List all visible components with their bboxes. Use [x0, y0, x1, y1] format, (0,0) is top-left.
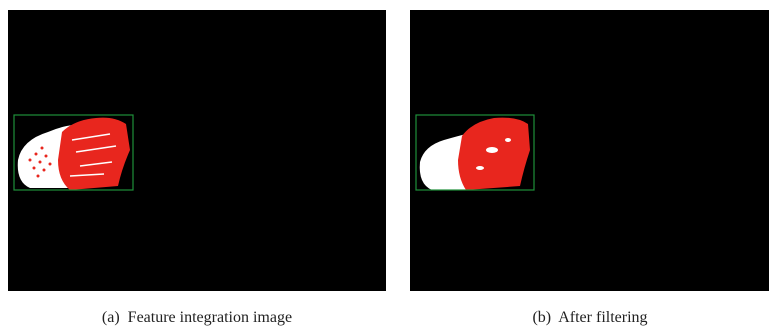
- panel-b: (b) After filtering: [410, 10, 769, 326]
- caption: (b) After filtering: [532, 309, 647, 326]
- figure: (a) Feature integration image (b) After …: [0, 0, 777, 333]
- panel-a: (a) Feature integration image: [8, 10, 386, 326]
- figure-canvas: (a) Feature integration image (b) After …: [0, 0, 777, 333]
- red-blob: [58, 118, 130, 190]
- caption: (a) Feature integration image: [102, 309, 292, 326]
